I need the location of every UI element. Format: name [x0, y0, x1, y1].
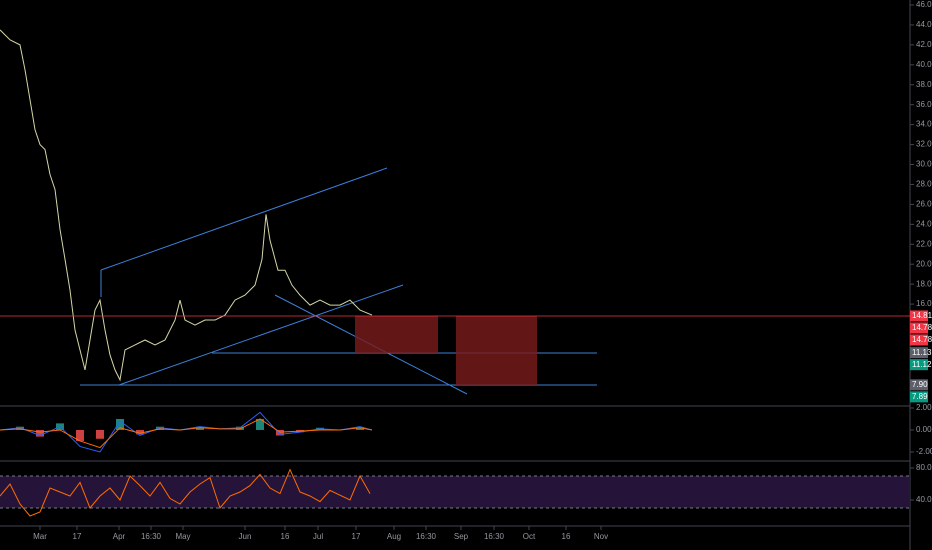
y-tick-label: 46.00 [916, 0, 932, 9]
price-badge [910, 379, 928, 391]
price-badge [910, 322, 928, 334]
x-tick-label: 16:30 [484, 532, 505, 541]
price-badge-label: 7.90 [912, 380, 928, 389]
histogram-bar [96, 429, 104, 439]
y-tick-label: 22.00 [916, 239, 932, 248]
x-tick-label: 16 [562, 532, 571, 541]
macd-line [0, 418, 373, 449]
histogram-bar [256, 418, 264, 430]
rsi-band [0, 476, 910, 508]
y-tick-label: 26.00 [916, 200, 932, 209]
price-badge [910, 334, 928, 346]
x-tick-label: 16 [281, 532, 290, 541]
price-badge-label: 7.89 [912, 392, 928, 401]
x-tick-label: Aug [387, 532, 401, 541]
x-tick-label: 17 [73, 532, 82, 541]
x-tick-label: Sep [454, 532, 469, 541]
x-tick-label: Jun [239, 532, 252, 541]
histogram-bar [36, 429, 44, 437]
price-badge [910, 310, 928, 322]
y-tick-label: 2.00 [916, 403, 932, 412]
channel-bottom [118, 284, 404, 386]
histogram-bar [116, 418, 124, 430]
macd-line [0, 411, 373, 453]
x-tick-label: May [175, 532, 190, 541]
y-tick-label: 16.00 [916, 299, 932, 308]
y-tick-label: 28.00 [916, 180, 932, 189]
histogram-bar [76, 429, 84, 441]
x-tick-label: Apr [113, 532, 126, 541]
price-line [0, 29, 373, 382]
channel-top [100, 167, 388, 271]
price-badge [910, 391, 928, 403]
zone [355, 316, 438, 353]
rsi-line [0, 468, 371, 517]
y-tick-label: 40.00 [916, 60, 932, 69]
histogram-bar [156, 426, 164, 430]
y-tick-label: 44.00 [916, 20, 932, 29]
y-tick-label: 36.00 [916, 100, 932, 109]
histogram-bar [276, 429, 284, 436]
price-badge-label: 11.12 [912, 360, 932, 369]
y-tick-label: 80.00 [916, 463, 932, 472]
x-tick-label: 16:30 [416, 532, 437, 541]
x-tick-label: Nov [594, 532, 608, 541]
x-tick-label: 16:30 [141, 532, 162, 541]
x-tick-label: Jul [313, 532, 323, 541]
histogram-bar [196, 426, 204, 430]
y-tick-label: 38.00 [916, 80, 932, 89]
y-tick-label: 42.00 [916, 40, 932, 49]
price-badge-label: 14.81 [912, 311, 932, 320]
price-badge [910, 359, 928, 371]
x-tick-label: Mar [33, 532, 47, 541]
histogram-bar [136, 429, 144, 435]
y-tick-label: 0.00 [916, 425, 932, 434]
histogram-bar [16, 426, 24, 430]
histogram-bar [356, 427, 364, 430]
y-tick-label: 40.00 [916, 495, 932, 504]
x-tick-label: 17 [352, 532, 361, 541]
y-tick-label: 34.00 [916, 120, 932, 129]
zone [456, 316, 537, 385]
price-badge [910, 347, 928, 359]
price-badge-label: 11.13 [912, 348, 932, 357]
price-badge-label: 14.78 [912, 335, 932, 344]
x-tick-label: Oct [523, 532, 536, 541]
y-tick-label: 32.00 [916, 140, 932, 149]
y-tick-label: 30.00 [916, 160, 932, 169]
price-badge-label: 14.78 [912, 323, 932, 332]
y-tick-label: 20.00 [916, 259, 932, 268]
y-tick-label: -2.00 [916, 447, 932, 456]
y-tick-label: 18.00 [916, 279, 932, 288]
y-tick-label: 24.00 [916, 219, 932, 228]
